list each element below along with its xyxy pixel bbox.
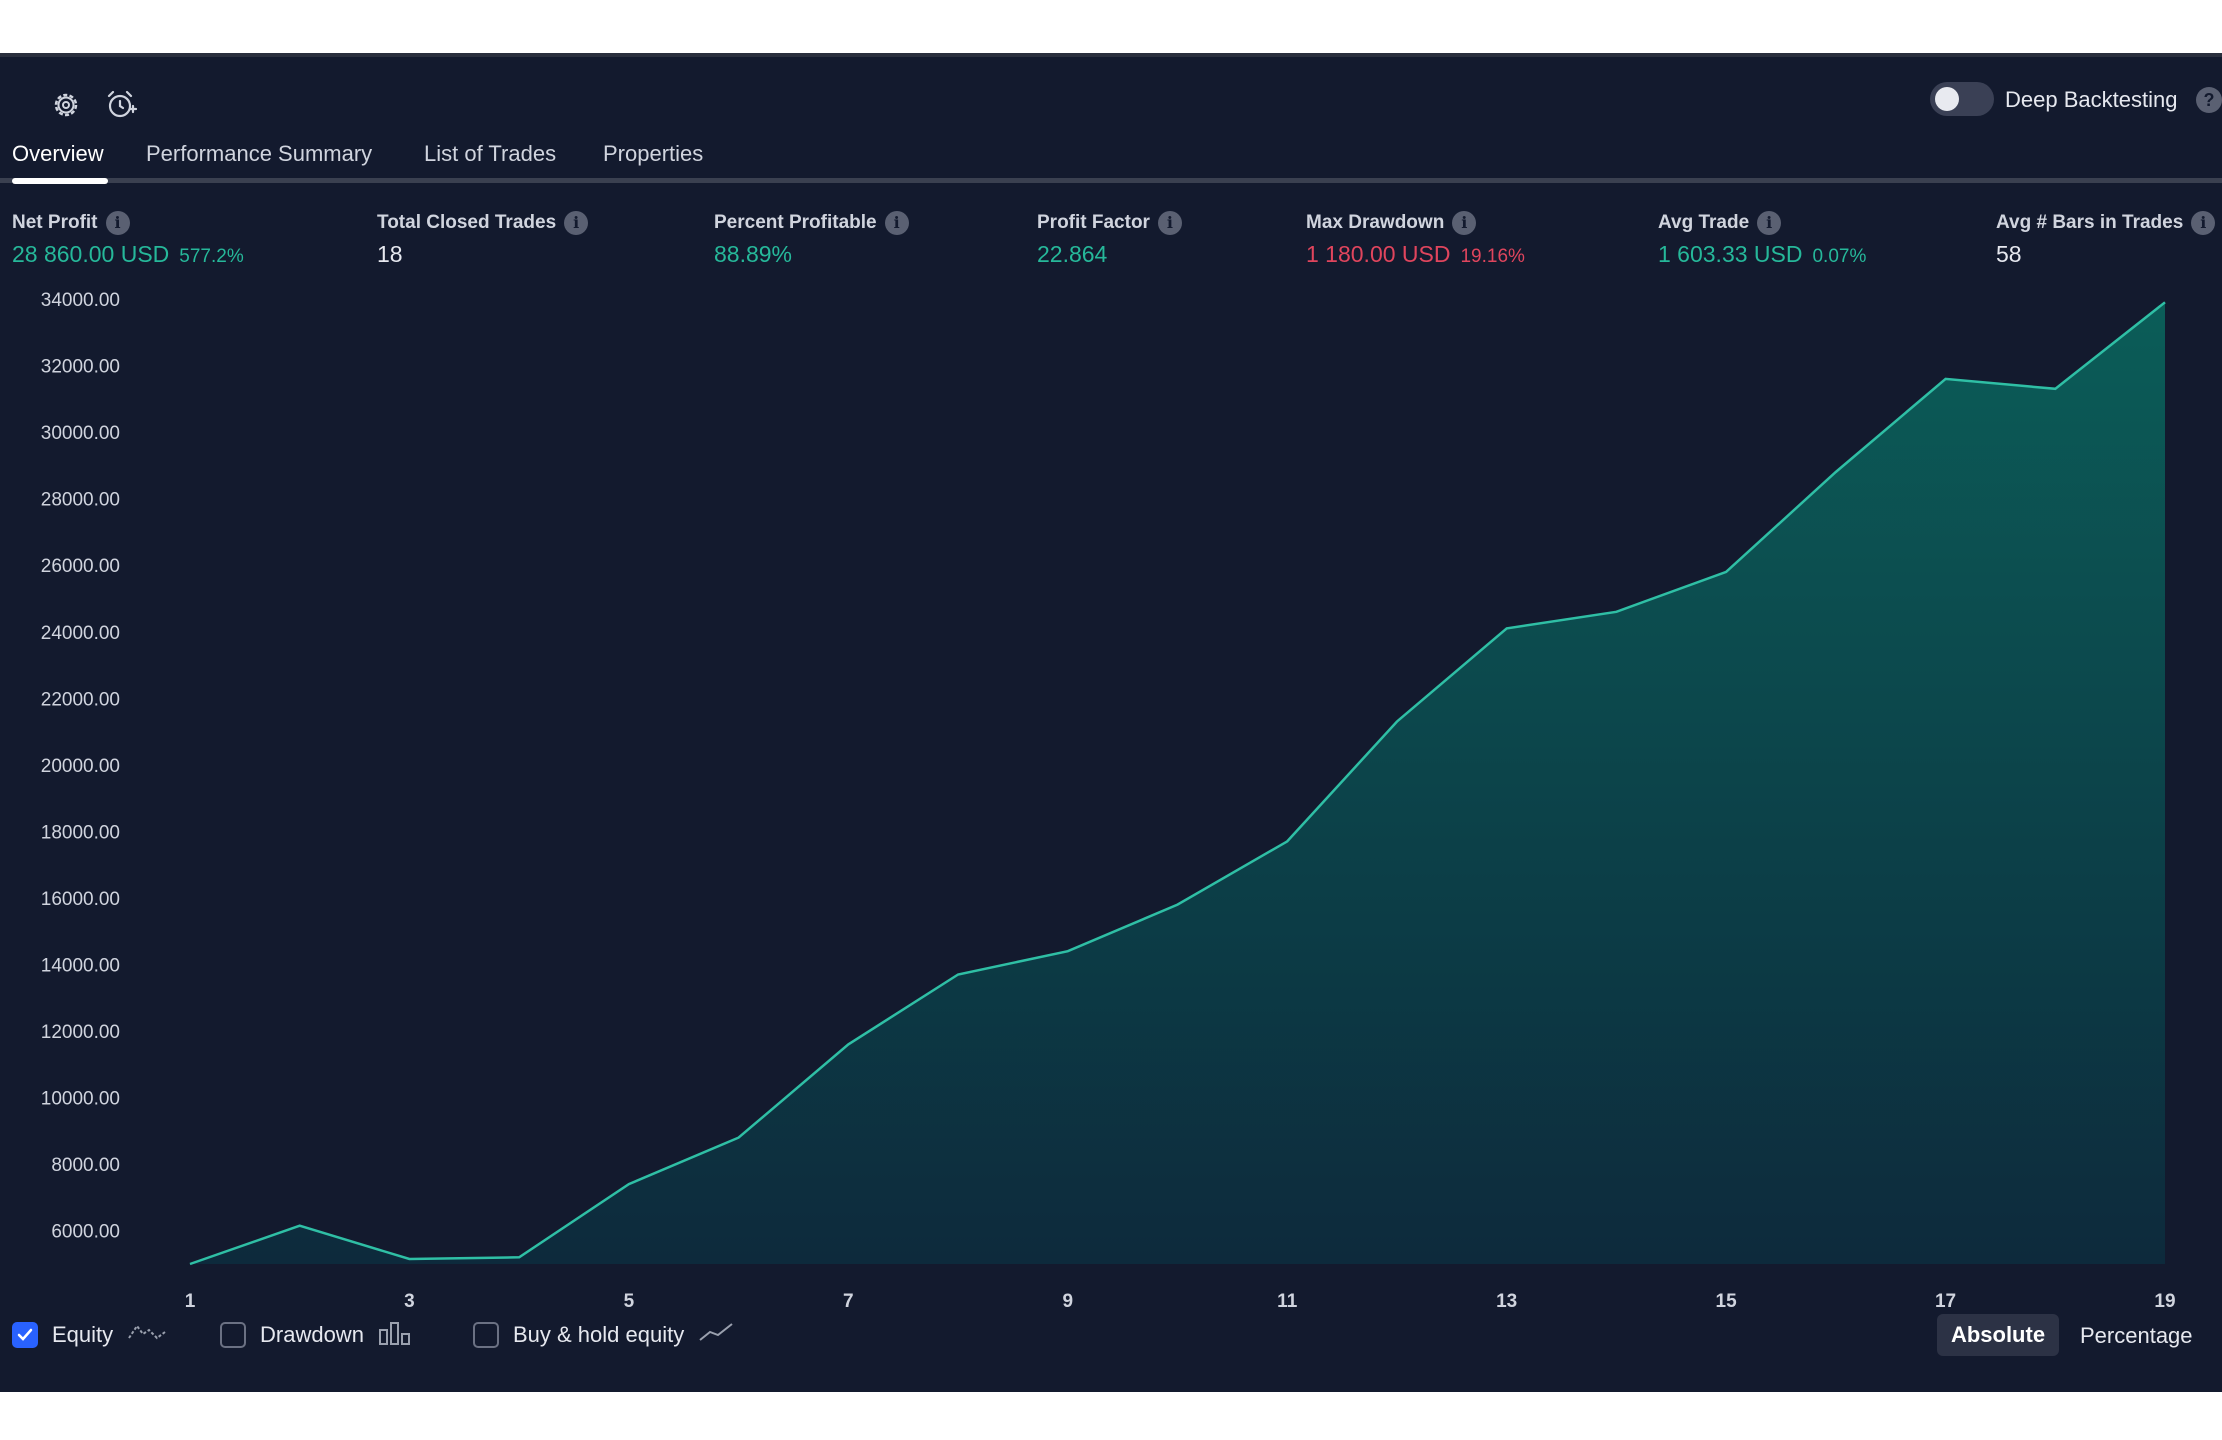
deep-backtesting-label: Deep Backtesting xyxy=(2005,87,2178,112)
y-tick-label: 12000.00 xyxy=(41,1022,120,1043)
metric-value: 58 xyxy=(1996,241,2022,267)
metric-value: 22.864 xyxy=(1037,241,1108,267)
metric-percent: 19.16% xyxy=(1460,246,1525,267)
info-icon[interactable]: i xyxy=(1157,211,1182,235)
x-tick-label: 9 xyxy=(1062,1291,1073,1312)
info-icon[interactable]: i xyxy=(564,211,589,235)
equity-chart[interactable]: 34000.00 32000.00 30000.00 28000.00 26000.00… xyxy=(0,57,2222,1392)
metric-value: 88.89% xyxy=(714,241,793,267)
y-tick-label: 26000.00 xyxy=(41,556,120,577)
y-axis: 34000.00 32000.00 30000.00 28000.00 26000.00… xyxy=(41,290,120,1243)
bar-chart-icon xyxy=(378,1320,412,1351)
x-tick-label: 7 xyxy=(843,1291,854,1312)
metric-percent: 577.2% xyxy=(179,246,244,267)
y-tick-label: 32000.00 xyxy=(41,357,120,378)
info-icon[interactable]: i xyxy=(1757,211,1782,235)
x-tick-label: 1 xyxy=(185,1291,196,1312)
tab-properties[interactable]: Properties xyxy=(603,141,704,166)
y-tick-label: 14000.00 xyxy=(41,956,120,977)
drawdown-checkbox[interactable] xyxy=(220,1322,246,1348)
buy-hold-label: Buy & hold equity xyxy=(513,1322,685,1347)
metric-label: Percent Profitable xyxy=(714,212,877,233)
buy-hold-checkbox[interactable] xyxy=(473,1322,499,1348)
active-tab-indicator xyxy=(12,178,108,184)
metric-profit-factor: Profit Factor i 22.864 xyxy=(1037,211,1182,268)
info-icon[interactable]: i xyxy=(2191,211,2216,235)
metric-value: 18 xyxy=(377,241,403,267)
x-tick-label: 13 xyxy=(1496,1291,1517,1312)
metric-label: Max Drawdown xyxy=(1306,212,1445,233)
y-tick-label: 6000.00 xyxy=(51,1222,120,1243)
tab-overview[interactable]: Overview xyxy=(12,141,104,166)
info-icon[interactable]: i xyxy=(884,211,909,235)
metric-label: Profit Factor xyxy=(1037,212,1150,233)
metric-label: Avg Trade xyxy=(1658,212,1750,233)
help-icon[interactable]: ? xyxy=(2196,87,2222,113)
metric-value: 1 603.33 USD 0.07% xyxy=(1658,241,1867,267)
x-tick-label: 5 xyxy=(624,1291,635,1312)
alarm-plus-icon[interactable] xyxy=(103,87,139,123)
y-tick-label: 10000.00 xyxy=(41,1089,120,1110)
percentage-button[interactable]: Percentage xyxy=(2080,1323,2193,1348)
metric-value: 1 180.00 USD 19.16% xyxy=(1306,241,1525,267)
y-tick-label: 18000.00 xyxy=(41,822,120,843)
legend-equity[interactable]: Equity xyxy=(12,1319,167,1351)
metric-total-closed-trades: Total Closed Trades i 18 xyxy=(377,211,589,268)
y-tick-label: 22000.00 xyxy=(41,689,120,710)
y-tick-label: 34000.00 xyxy=(41,290,120,311)
equity-points xyxy=(189,302,2166,1265)
metric-avg-bars-in-trades: Avg # Bars in Trades i 58 xyxy=(1996,211,2216,268)
tab-bar-divider xyxy=(0,178,2222,183)
y-tick-label: 8000.00 xyxy=(51,1155,120,1176)
x-tick-label: 15 xyxy=(1716,1291,1738,1312)
y-tick-label: 16000.00 xyxy=(41,889,120,910)
equity-label: Equity xyxy=(52,1322,114,1347)
metric-label: Total Closed Trades xyxy=(377,212,557,233)
x-tick-label: 19 xyxy=(2154,1291,2175,1312)
deep-backtesting-toggle[interactable] xyxy=(1930,82,1994,116)
y-tick-label: 28000.00 xyxy=(41,490,120,511)
tab-performance-summary[interactable]: Performance Summary xyxy=(146,141,373,166)
equity-line-icon xyxy=(127,1320,167,1351)
y-tick-label: 24000.00 xyxy=(41,623,120,644)
metric-percent: 0.07% xyxy=(1812,246,1867,267)
info-icon[interactable]: i xyxy=(105,211,130,235)
y-tick-label: 30000.00 xyxy=(41,423,120,444)
metric-value: 28 860.00 USD 577.2% xyxy=(12,241,244,267)
equity-checkbox[interactable] xyxy=(12,1322,38,1348)
metric-avg-trade: Avg Trade i 1 603.33 USD 0.07% xyxy=(1658,211,1866,268)
legend-buy-hold-equity[interactable]: Buy & hold equity xyxy=(473,1319,734,1351)
trend-line-icon xyxy=(698,1320,734,1351)
tab-list-of-trades[interactable]: List of Trades xyxy=(424,141,557,166)
metric-label: Avg # Bars in Trades xyxy=(1996,212,2184,233)
metric-label: Net Profit xyxy=(12,212,98,233)
x-tick-label: 17 xyxy=(1935,1291,1956,1312)
metric-max-drawdown: Max Drawdown i 1 180.00 USD 19.16% xyxy=(1306,211,1525,268)
x-axis: 1 3 5 7 9 11 13 15 17 19 xyxy=(185,1291,2176,1312)
drawdown-label: Drawdown xyxy=(260,1322,364,1347)
x-tick-label: 11 xyxy=(1277,1291,1298,1312)
gear-icon[interactable] xyxy=(48,87,84,123)
y-tick-label: 20000.00 xyxy=(41,756,120,777)
legend-drawdown[interactable]: Drawdown xyxy=(220,1319,412,1351)
metric-percent-profitable: Percent Profitable i 88.89% xyxy=(714,211,909,268)
absolute-button[interactable]: Absolute xyxy=(1937,1314,2059,1356)
metric-net-profit: Net Profit i 28 860.00 USD 577.2% xyxy=(12,211,244,268)
x-tick-label: 3 xyxy=(404,1291,415,1312)
info-icon[interactable]: i xyxy=(1452,211,1477,235)
strategy-tester-panel: Deep Backtesting ? Overview Performance … xyxy=(0,53,2222,1392)
equity-area xyxy=(190,302,2165,1264)
